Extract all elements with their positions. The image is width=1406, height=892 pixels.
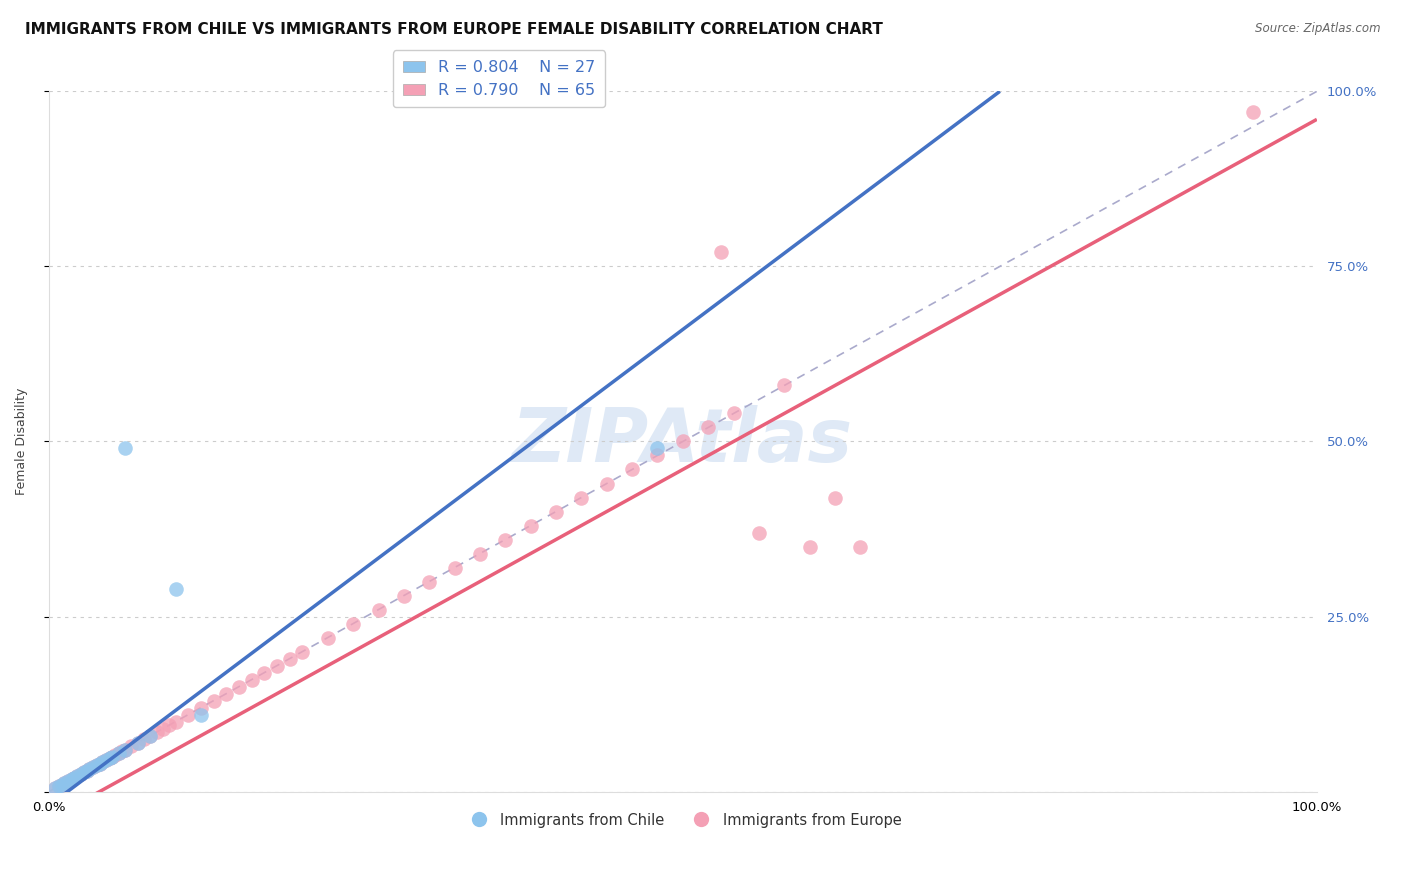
Text: IMMIGRANTS FROM CHILE VS IMMIGRANTS FROM EUROPE FEMALE DISABILITY CORRELATION CH: IMMIGRANTS FROM CHILE VS IMMIGRANTS FROM…	[25, 22, 883, 37]
Point	[114, 742, 136, 756]
Point	[266, 658, 288, 673]
Point	[101, 749, 124, 764]
Point	[127, 736, 149, 750]
Point	[79, 762, 101, 776]
Point	[596, 476, 619, 491]
Point	[101, 749, 124, 764]
Point	[519, 518, 541, 533]
Point	[697, 420, 720, 434]
Point	[51, 778, 73, 792]
Point	[342, 616, 364, 631]
Point	[253, 665, 276, 680]
Point	[392, 589, 415, 603]
Point	[145, 725, 167, 739]
Point	[799, 540, 821, 554]
Y-axis label: Female Disability: Female Disability	[15, 388, 28, 495]
Point	[190, 700, 212, 714]
Point	[63, 771, 86, 785]
Point	[69, 767, 91, 781]
Point	[215, 687, 238, 701]
Point	[443, 560, 465, 574]
Point	[73, 764, 96, 779]
Point	[494, 533, 516, 547]
Point	[228, 680, 250, 694]
Point	[723, 407, 745, 421]
Point	[86, 758, 108, 772]
Text: Source: ZipAtlas.com: Source: ZipAtlas.com	[1256, 22, 1381, 36]
Text: ZIPAtlas: ZIPAtlas	[512, 405, 853, 478]
Point	[98, 751, 121, 765]
Point	[82, 760, 104, 774]
Point	[647, 449, 669, 463]
Point	[104, 748, 127, 763]
Point	[82, 760, 104, 774]
Point	[367, 602, 389, 616]
Point	[94, 753, 117, 767]
Point	[89, 756, 111, 771]
Point	[69, 767, 91, 781]
Point	[177, 707, 200, 722]
Point	[468, 547, 491, 561]
Legend: Immigrants from Chile, Immigrants from Europe: Immigrants from Chile, Immigrants from E…	[458, 806, 907, 833]
Point	[44, 781, 66, 796]
Point	[48, 779, 70, 793]
Point	[91, 755, 114, 769]
Point	[73, 764, 96, 779]
Point	[621, 462, 644, 476]
Point	[51, 778, 73, 792]
Point	[60, 772, 83, 786]
Point	[240, 673, 263, 687]
Point	[120, 739, 142, 753]
Point	[66, 769, 89, 783]
Point	[44, 781, 66, 796]
Point	[111, 744, 134, 758]
Point	[48, 779, 70, 793]
Point	[152, 722, 174, 736]
Point	[190, 707, 212, 722]
Point	[76, 764, 98, 778]
Point	[1241, 105, 1264, 120]
Point	[647, 442, 669, 456]
Point	[672, 434, 695, 449]
Point	[544, 504, 567, 518]
Point	[107, 746, 129, 760]
Point	[89, 756, 111, 771]
Point	[114, 742, 136, 756]
Point	[316, 631, 339, 645]
Point	[278, 651, 301, 665]
Point	[94, 753, 117, 767]
Point	[56, 774, 79, 789]
Point	[132, 732, 155, 747]
Point	[202, 693, 225, 707]
Point	[139, 729, 162, 743]
Point	[66, 769, 89, 783]
Point	[127, 736, 149, 750]
Point	[165, 714, 187, 729]
Point	[157, 718, 180, 732]
Point	[114, 442, 136, 456]
Point	[849, 540, 872, 554]
Point	[79, 762, 101, 776]
Point	[91, 755, 114, 769]
Point	[165, 582, 187, 596]
Point	[63, 771, 86, 785]
Point	[571, 491, 593, 505]
Point	[98, 751, 121, 765]
Point	[824, 491, 846, 505]
Point	[291, 644, 314, 658]
Point	[53, 776, 76, 790]
Point	[748, 525, 770, 540]
Point	[710, 245, 733, 260]
Point	[56, 774, 79, 789]
Point	[53, 776, 76, 790]
Point	[86, 758, 108, 772]
Point	[773, 378, 796, 392]
Point	[139, 729, 162, 743]
Point	[107, 746, 129, 760]
Point	[60, 772, 83, 786]
Point	[418, 574, 440, 589]
Point	[76, 764, 98, 778]
